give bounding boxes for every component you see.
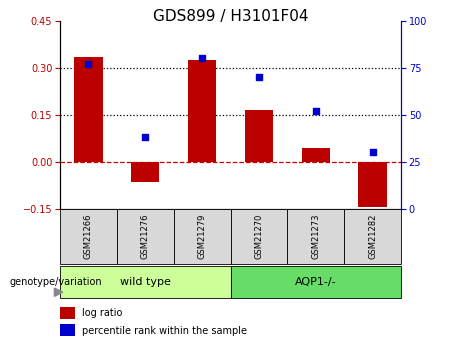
Bar xyxy=(230,266,401,298)
Text: GSM21266: GSM21266 xyxy=(84,214,93,259)
Text: log ratio: log ratio xyxy=(82,308,123,318)
Bar xyxy=(344,209,401,264)
Text: GSM21270: GSM21270 xyxy=(254,214,263,259)
Text: wild type: wild type xyxy=(120,277,171,287)
Bar xyxy=(60,324,75,336)
Bar xyxy=(174,209,230,264)
Point xyxy=(255,74,263,80)
Text: GSM21282: GSM21282 xyxy=(368,214,377,259)
Bar xyxy=(287,209,344,264)
Bar xyxy=(230,209,287,264)
Text: GSM21279: GSM21279 xyxy=(198,214,207,259)
Text: percentile rank within the sample: percentile rank within the sample xyxy=(82,326,247,335)
Text: GSM21273: GSM21273 xyxy=(311,214,320,259)
Text: genotype/variation: genotype/variation xyxy=(9,277,102,287)
Point xyxy=(198,56,206,61)
Text: GSM21276: GSM21276 xyxy=(141,214,150,259)
Bar xyxy=(131,162,160,182)
Bar xyxy=(60,307,75,319)
Bar xyxy=(117,209,174,264)
Bar xyxy=(188,60,216,162)
Text: GDS899 / H3101F04: GDS899 / H3101F04 xyxy=(153,9,308,23)
Bar xyxy=(245,110,273,162)
Bar xyxy=(60,209,117,264)
Text: AQP1-/-: AQP1-/- xyxy=(295,277,337,287)
Point xyxy=(85,61,92,67)
Point xyxy=(369,150,376,155)
Bar xyxy=(74,57,102,162)
Point xyxy=(312,108,319,114)
Point xyxy=(142,135,149,140)
Bar xyxy=(358,162,387,207)
Bar xyxy=(60,266,230,298)
Bar xyxy=(301,148,330,162)
